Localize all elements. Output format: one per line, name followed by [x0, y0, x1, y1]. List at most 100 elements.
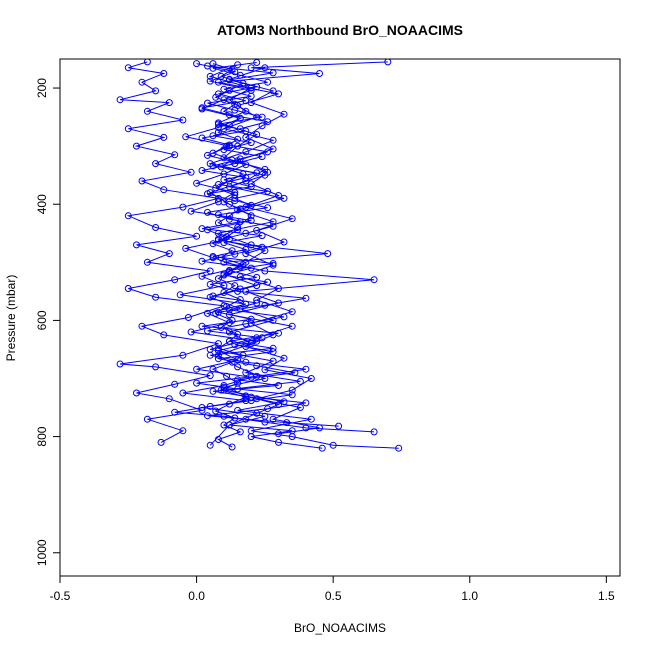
data-point [225, 400, 233, 408]
data-point [204, 208, 211, 216]
data-point [329, 441, 337, 449]
data-point [253, 169, 261, 177]
data-point [247, 264, 255, 272]
data-point [280, 194, 288, 202]
data-point [225, 86, 233, 94]
data-point [198, 272, 206, 280]
data-point [242, 229, 250, 237]
data-point [124, 285, 132, 292]
data-point [220, 421, 228, 429]
data-point [152, 160, 160, 168]
data-point [269, 222, 277, 230]
data-point [242, 246, 250, 253]
data-point [165, 250, 173, 258]
data-point [187, 207, 195, 215]
data-point [138, 78, 146, 86]
data-point [143, 415, 151, 423]
data-point [198, 167, 206, 174]
data-point [247, 183, 255, 191]
data-point [247, 201, 255, 209]
data-point [209, 387, 217, 395]
data-point [231, 341, 239, 349]
data-point [307, 375, 315, 382]
data-point [133, 142, 140, 150]
data-point [214, 347, 222, 355]
data-point [302, 365, 310, 373]
x-axis: -0.5 0.0 0.5 1.0 1.5 [50, 575, 615, 603]
data-point [242, 107, 250, 115]
data-point [291, 369, 299, 377]
data-point [261, 64, 269, 72]
data-point [209, 253, 217, 260]
data-point [214, 436, 222, 443]
data-point [171, 380, 179, 388]
data-point [261, 418, 269, 426]
data-point [288, 386, 296, 394]
data-point [184, 314, 192, 321]
data-point [206, 72, 214, 80]
data-point [143, 107, 151, 115]
data-point [275, 382, 282, 389]
data-point [223, 233, 231, 241]
data-point [152, 87, 160, 95]
data-point [214, 344, 222, 352]
data-point [269, 145, 277, 153]
data-point [179, 427, 187, 435]
data-point [143, 258, 151, 266]
data-point [247, 139, 255, 147]
data-point [234, 406, 242, 414]
data-point [302, 424, 310, 432]
data-point [214, 236, 222, 244]
data-point [198, 134, 206, 142]
data-point [193, 379, 201, 387]
data-point [214, 90, 222, 98]
data-point [187, 168, 195, 176]
data-point [234, 224, 242, 231]
data-point [258, 113, 266, 121]
data-point [231, 250, 239, 258]
data-point [217, 72, 225, 80]
data-point [231, 282, 239, 290]
series-line-2 [208, 61, 399, 449]
data-point [283, 419, 291, 427]
data-point [242, 320, 250, 328]
data-point [165, 395, 173, 403]
data-point [214, 275, 222, 283]
data-point [206, 77, 214, 85]
data-point [225, 311, 233, 319]
data-point [242, 97, 250, 105]
data-point [239, 79, 247, 87]
data-point [280, 313, 288, 321]
data-point [225, 306, 233, 314]
data-point [225, 76, 233, 84]
data-point [253, 362, 261, 370]
data-point [264, 187, 272, 195]
data-point [242, 415, 250, 423]
chart-title: ATOM3 Northbound BrO_NOAACIMS [217, 22, 463, 38]
data-point [209, 149, 217, 157]
data-point [116, 96, 124, 104]
data-point [116, 360, 124, 368]
data-point [242, 174, 250, 181]
data-point [179, 389, 187, 397]
data-point [247, 433, 255, 441]
y-tick-label: 800 [35, 426, 49, 446]
data-point [239, 261, 247, 269]
data-point [231, 194, 239, 202]
data-point [204, 327, 211, 335]
data-point [253, 131, 261, 138]
data-point [214, 340, 222, 348]
data-point [269, 348, 277, 356]
data-point [193, 232, 201, 240]
data-point [275, 401, 282, 409]
data-point [247, 393, 255, 401]
data-point [231, 100, 239, 108]
data-point [204, 309, 211, 317]
y-tick-label: 600 [35, 310, 49, 330]
data-point [124, 64, 132, 72]
data-point [165, 99, 173, 107]
data-point [242, 250, 250, 258]
data-point [302, 399, 310, 407]
data-point [318, 444, 326, 452]
